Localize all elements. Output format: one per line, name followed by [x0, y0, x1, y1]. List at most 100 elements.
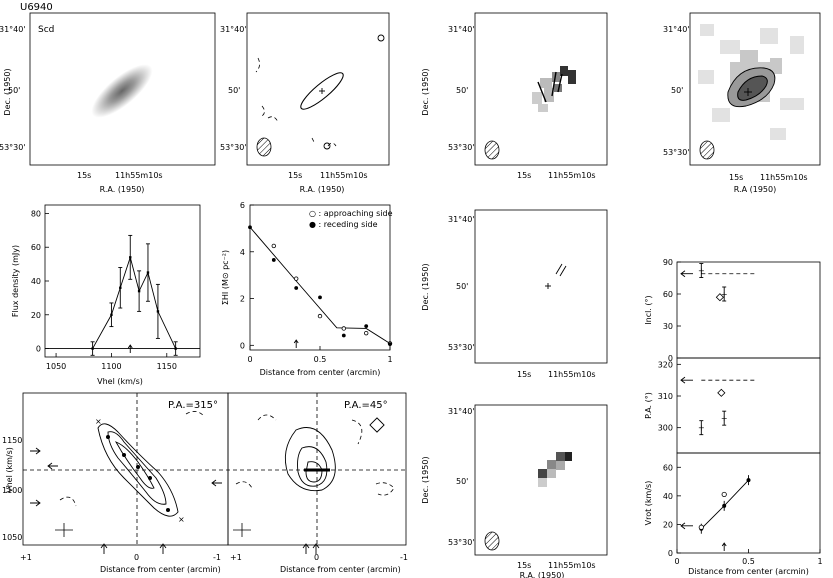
pv-diagram-panels: × × P.A.=315° P.A.=45° 1150 1100 1050 Vhe…	[2, 392, 408, 574]
spectrum-y-label: Flux density (mJy)	[11, 245, 20, 317]
pa-y-tick-label: 310	[658, 392, 673, 401]
svg-text:Dec. (1950): Dec. (1950)	[421, 263, 430, 310]
sd-x-label: Distance from center (arcmin)	[260, 368, 381, 377]
sd-x-tick-label: 0.5	[314, 355, 327, 364]
svg-text:53°30': 53°30'	[0, 143, 26, 152]
svg-text:11h55m10s: 11h55m10s	[548, 171, 596, 180]
pv-y-label: Vhel (km/s)	[5, 447, 14, 493]
svg-text:11h55m10s: 11h55m10s	[548, 561, 596, 570]
galaxy-name: U6940	[20, 2, 53, 13]
pv-pa-left: P.A.=315°	[168, 400, 218, 411]
spectrum-x-label: Vhel (km/s)	[97, 377, 143, 386]
spectrum-y-tick-label: 40	[31, 277, 41, 286]
pa-y-tick-label: 320	[658, 360, 673, 369]
svg-text:+1: +1	[20, 553, 32, 562]
svg-text:11h55m10s: 11h55m10s	[320, 171, 368, 180]
sd-arrow	[293, 339, 299, 348]
svg-text:50': 50'	[8, 86, 20, 95]
beam-ellipse	[256, 137, 272, 157]
hi-overlay-panel: 31°40' 50' 53°30' 15s 11h55m10s R.A. (19…	[220, 12, 390, 194]
spectrum-x-tick-label: 1150	[157, 362, 177, 371]
svg-text:50': 50'	[456, 86, 468, 95]
sd-approaching-point	[364, 330, 369, 336]
spectrum-point	[137, 289, 141, 293]
svg-text:+1: +1	[230, 553, 242, 562]
incl-y-tick-label: 60	[663, 290, 673, 299]
pa-frame	[676, 357, 821, 454]
pv-x-label: Distance from center (arcmin)	[100, 565, 221, 574]
sd-receding-point	[318, 295, 322, 300]
sd-y-tick-label: 0	[240, 341, 245, 350]
pa-point: +	[698, 424, 705, 433]
svg-text:50': 50'	[228, 86, 240, 95]
sd-y-tick-label: 6	[240, 201, 245, 210]
incl-y-tick-label: 0	[668, 354, 673, 363]
incl-point: +	[698, 267, 705, 276]
vrot-y-tick-label: 60	[663, 463, 673, 472]
svg-text:×: ×	[95, 417, 102, 426]
sd-receding-point	[341, 333, 346, 338]
svg-text:53°30': 53°30'	[448, 143, 475, 152]
incl-y-tick-label: 30	[663, 322, 673, 331]
sd-legend-approaching: ○ : approaching side	[309, 209, 393, 218]
vrot-approaching-point	[721, 491, 727, 498]
svg-text:0: 0	[134, 553, 139, 562]
spectrum-y-tick-label: 0	[36, 345, 41, 354]
sd-fit-line	[249, 226, 391, 344]
incl-y-label: Incl. (°)	[644, 295, 653, 324]
spectrum-y-tick-label: 20	[31, 311, 41, 320]
svg-text:1050: 1050	[2, 533, 22, 542]
vrot-y-tick-label: 20	[663, 520, 673, 529]
svg-text:50': 50'	[671, 86, 683, 95]
morphology-label: Scd	[38, 25, 54, 35]
spectrum-point	[146, 271, 150, 274]
svg-text:53°30': 53°30'	[448, 343, 475, 352]
svg-text:53°30': 53°30'	[663, 148, 690, 157]
svg-text:11h55m10s: 11h55m10s	[548, 370, 596, 379]
sd-approaching-point	[341, 326, 346, 331]
sd-y-label: ΣHI (M⊙ pc⁻²)	[221, 250, 230, 305]
sd-approaching-point	[317, 313, 323, 319]
pa-y-label: P.A. (°)	[644, 392, 653, 419]
spectrum-chart: 1050 1100 1150 0 20 40 60 80 Vhel (km/s) Flux den…	[11, 204, 201, 386]
spectrum-x-tick-label: 1100	[101, 362, 121, 371]
pa-arrow	[680, 376, 693, 384]
surface-density-chart: 0 0.5 1 0 2 4 6 Distance from center (arcmin) ΣH…	[221, 201, 393, 377]
sd-approaching-point	[294, 276, 299, 281]
dec-axis-label: Dec. (1950)	[3, 68, 12, 115]
svg-text:Dec. (1950): Dec. (1950)	[421, 456, 430, 503]
spectrum-systemic-arrow	[127, 344, 133, 353]
svg-text:50': 50'	[456, 282, 468, 291]
spectrum-point	[91, 347, 94, 350]
svg-text:0: 0	[314, 553, 319, 562]
vrot-approaching-point	[698, 524, 704, 530]
svg-text:15s: 15s	[517, 171, 531, 180]
vrot-x-tick-label: 1	[817, 557, 822, 566]
spectrum-point	[174, 347, 177, 350]
sd-receding-point	[248, 225, 252, 230]
svg-text:Dec. (1950): Dec. (1950)	[421, 68, 430, 115]
svg-text:11h55m10s: 11h55m10s	[115, 171, 163, 180]
svg-text:31°40': 31°40'	[0, 25, 26, 34]
svg-text:31°40': 31°40'	[448, 407, 475, 416]
svg-text:1150: 1150	[2, 436, 22, 445]
kinematics-stack: 0 30 60 90 Incl. (°) + +300 310 320 P.A. (°) + +0 20…	[644, 258, 823, 576]
svg-text:-1: -1	[400, 553, 408, 562]
svg-text:R.A. (1950): R.A. (1950)	[520, 571, 565, 578]
spectrum-point	[156, 310, 160, 313]
svg-text:15s: 15s	[729, 173, 743, 182]
galaxy-emission	[91, 64, 153, 118]
svg-text:R.A. (1950): R.A. (1950)	[300, 185, 345, 194]
svg-text:50': 50'	[456, 477, 468, 486]
sd-y-tick-label: 4	[240, 248, 245, 257]
velocity-field-panel: 31°40' 50' 53°30' Dec. (1950) 15s 11h55m…	[421, 12, 608, 180]
svg-text:11h55m10s: 11h55m10s	[760, 173, 808, 182]
spectrum-point	[110, 313, 113, 316]
spectrum-point	[129, 256, 132, 259]
sd-y-tick-label: 2	[240, 295, 245, 304]
ra-axis-label: R.A. (1950)	[100, 185, 145, 194]
sd-approaching-point	[271, 243, 276, 249]
spectrum-x-tick-label: 1050	[46, 362, 66, 371]
channel-map-panel: 31°40' 50' 53°30' Dec. (1950) 15s 11h55m…	[421, 404, 608, 578]
